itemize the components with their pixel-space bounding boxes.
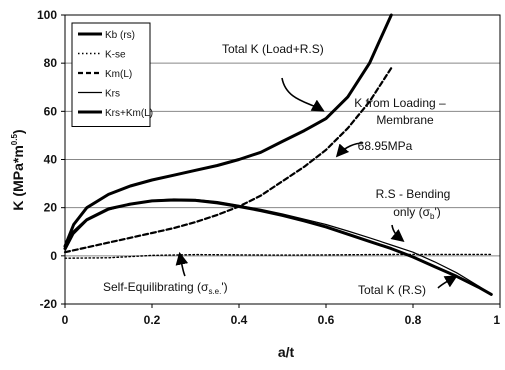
annotation-total-k-load-rs: Total K (Load+R.S) (222, 42, 324, 56)
x-tick-label-5: 1 (493, 313, 500, 327)
legend-label-k-se: K-se (105, 50, 126, 61)
annotation-rs-bending-line1: R.S - Bending (376, 187, 451, 201)
y-tick-label-5: 80 (44, 56, 58, 70)
annotation-k-from-loading-line2: Membrane (376, 113, 434, 127)
arrow-total-k-load-rs (281, 77, 325, 112)
legend-label-krs: Krs (105, 89, 120, 100)
annotation-k-from-loading-line3: 68.95MPa (358, 139, 413, 153)
legend-label-krs-km-l: Krs+Km(L) (105, 108, 153, 119)
arrow-total-k-rs (437, 275, 458, 289)
series-line-krs-km-l (63, 13, 393, 248)
series-layer (63, 13, 493, 296)
arrow-k-from-loading (335, 142, 364, 158)
y-tick-label-1: 0 (50, 249, 57, 263)
arrow-rs-bending (390, 224, 405, 242)
annotation-rs-bending-line2: only (σb') (393, 205, 441, 221)
legend-label-kb-rs: Kb (rs) (105, 30, 135, 41)
legend: Kb (rs) K-se Km(L) Krs Krs+Km(L) (71, 22, 153, 127)
x-axis-title: a/t (278, 344, 295, 360)
legend-box (71, 22, 151, 127)
y-axis-title: K (MPa*m0.5) (10, 129, 26, 210)
series-line-km-l (63, 66, 393, 254)
annotation-total-k-rs: Total K (R.S) (358, 283, 426, 297)
series-line-k-se (64, 253, 492, 259)
series-line-krs (64, 198, 492, 295)
axis-layer: -20 0 20 40 60 80 100 0 0.2 0.4 0.6 0.8 1 (37, 8, 501, 327)
annotation-self-equilibrating: Self-Equilibrating (σs.e.') (103, 280, 228, 296)
y-tick-label-2: 20 (44, 201, 58, 215)
y-tick-label-4: 60 (44, 104, 58, 118)
legend-label-km-l: Km(L) (105, 69, 132, 80)
x-tick-label-0: 0 (62, 313, 69, 327)
y-tick-label-3: 40 (44, 153, 58, 167)
annotation-arrows (175, 77, 458, 289)
y-tick-label-6: 100 (37, 8, 57, 22)
x-tick-label-4: 0.8 (405, 313, 422, 327)
x-tick-label-1: 0.2 (144, 313, 161, 327)
y-tick-label-0: -20 (40, 297, 58, 311)
arrow-self-equilibrating (175, 251, 189, 277)
annotation-k-from-loading-line1: K from Loading – (354, 96, 446, 110)
x-tick-label-3: 0.6 (318, 313, 335, 327)
x-tick-label-2: 0.4 (231, 313, 248, 327)
